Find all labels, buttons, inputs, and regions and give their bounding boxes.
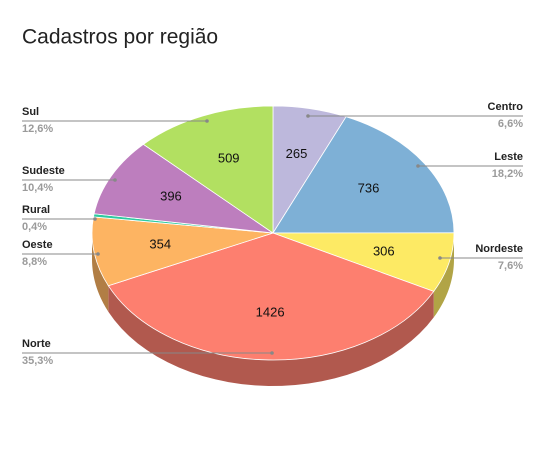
leader-dot	[438, 256, 442, 260]
leader-dot	[416, 164, 420, 168]
slice	[142, 105, 274, 234]
percent-label: 6,6%	[498, 118, 523, 130]
data-label: 396	[160, 189, 182, 204]
leader-dot	[306, 114, 310, 118]
percent-label: 18,2%	[492, 168, 523, 180]
slice	[272, 116, 455, 234]
slice	[91, 216, 274, 287]
leader-dot	[205, 119, 209, 123]
chart-title: Cadastros por região	[22, 26, 218, 49]
slice	[93, 143, 274, 234]
legend-label: Leste	[494, 151, 523, 163]
percent-label: 0,4%	[22, 221, 47, 233]
legend-label: Sul	[22, 106, 39, 118]
percent-label: 8,8%	[22, 256, 47, 268]
percent-label: 35,3%	[22, 355, 53, 367]
legend-label: Centro	[488, 101, 524, 113]
legend-label: Norte	[22, 338, 51, 350]
data-label: 1426	[256, 304, 285, 319]
data-label: 736	[358, 181, 380, 196]
percent-label: 10,4%	[22, 182, 53, 194]
data-label: 306	[373, 243, 395, 258]
percent-label: 12,6%	[22, 123, 53, 135]
slice-side	[108, 285, 434, 386]
leader-dot	[96, 252, 100, 256]
leader-dot	[93, 217, 97, 221]
slice	[107, 232, 435, 361]
data-label: 509	[218, 151, 240, 166]
percent-label: 7,6%	[498, 260, 523, 272]
data-label: 265	[286, 146, 308, 161]
slice-side	[92, 233, 109, 312]
legend-label: Rural	[22, 204, 50, 216]
leader-dot	[113, 178, 117, 182]
legend-label: Oeste	[22, 239, 53, 251]
data-label: 354	[149, 236, 171, 251]
leader-dot	[270, 351, 274, 355]
legend-label: Nordeste	[475, 243, 523, 255]
legend-label: Sudeste	[22, 165, 65, 177]
